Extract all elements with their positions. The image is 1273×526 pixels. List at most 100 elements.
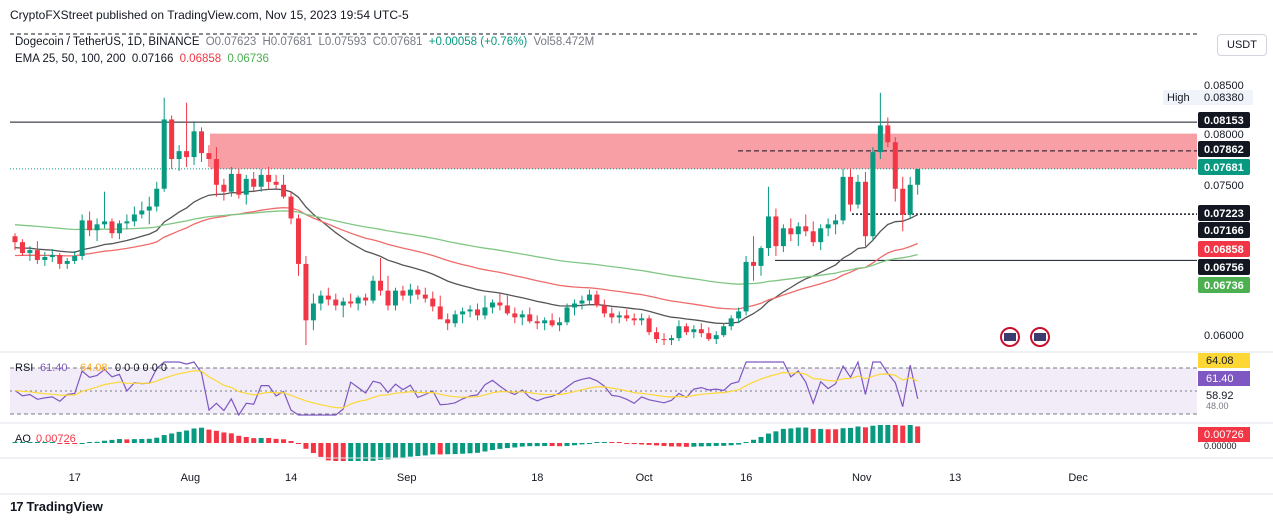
candle-body[interactable] xyxy=(154,188,160,207)
candle-body[interactable] xyxy=(94,224,100,231)
candle-body[interactable] xyxy=(736,311,742,319)
candle-body[interactable] xyxy=(228,173,234,192)
candle-body[interactable] xyxy=(557,322,563,326)
candle-body[interactable] xyxy=(564,307,570,323)
candle-body[interactable] xyxy=(206,153,212,160)
candle-body[interactable] xyxy=(654,332,660,340)
candle-body[interactable] xyxy=(79,220,85,257)
candle-body[interactable] xyxy=(721,326,727,336)
candle-body[interactable] xyxy=(333,299,339,306)
candle-body[interactable] xyxy=(34,250,40,260)
candle-body[interactable] xyxy=(266,174,272,182)
candle-body[interactable] xyxy=(743,261,749,312)
candle-body[interactable] xyxy=(848,176,854,205)
candle-body[interactable] xyxy=(616,315,622,318)
candle-body[interactable] xyxy=(27,250,33,254)
candle-body[interactable] xyxy=(131,214,137,222)
candle-body[interactable] xyxy=(549,320,555,326)
candle-body[interactable] xyxy=(318,295,324,304)
candle-body[interactable] xyxy=(422,294,428,299)
candle-body[interactable] xyxy=(676,326,682,339)
candle-body[interactable] xyxy=(325,295,331,300)
candle-body[interactable] xyxy=(109,221,115,234)
candle-body[interactable] xyxy=(19,242,25,254)
candle-body[interactable] xyxy=(527,314,533,322)
candle-body[interactable] xyxy=(840,176,846,221)
candle-body[interactable] xyxy=(221,184,227,192)
candle-body[interactable] xyxy=(579,300,585,304)
candle-body[interactable] xyxy=(146,206,152,211)
candle-body[interactable] xyxy=(698,329,704,334)
candle-body[interactable] xyxy=(609,313,615,318)
candle-body[interactable] xyxy=(646,318,652,333)
candle-body[interactable] xyxy=(288,196,294,219)
candle-body[interactable] xyxy=(385,290,391,306)
candle-body[interactable] xyxy=(87,220,93,231)
candle-body[interactable] xyxy=(392,290,398,306)
candle-body[interactable] xyxy=(258,174,264,187)
candle-body[interactable] xyxy=(169,119,175,160)
candle-body[interactable] xyxy=(407,289,413,296)
candle-body[interactable] xyxy=(512,313,518,318)
candle-body[interactable] xyxy=(57,255,63,264)
candle-body[interactable] xyxy=(355,297,361,304)
candle-body[interactable] xyxy=(452,314,458,324)
candle-body[interactable] xyxy=(758,248,764,266)
candle-body[interactable] xyxy=(668,338,674,341)
candle-body[interactable] xyxy=(460,311,466,315)
candle-body[interactable] xyxy=(199,131,204,154)
candle-body[interactable] xyxy=(810,231,816,243)
candle-body[interactable] xyxy=(467,309,473,312)
candle-body[interactable] xyxy=(400,290,406,296)
candle-body[interactable] xyxy=(542,320,548,324)
ema-label[interactable]: EMA 25, 50, 100, 200 xyxy=(15,53,126,65)
candle-body[interactable] xyxy=(713,335,719,340)
candle-body[interactable] xyxy=(273,181,279,185)
currency-button[interactable]: USDT xyxy=(1217,34,1267,56)
candle-body[interactable] xyxy=(116,223,122,234)
candle-body[interactable] xyxy=(601,305,607,314)
candle-body[interactable] xyxy=(855,181,861,205)
candle-body[interactable] xyxy=(49,255,55,257)
candle-body[interactable] xyxy=(42,256,48,260)
candle-body[interactable] xyxy=(631,318,637,321)
candle-body[interactable] xyxy=(795,226,801,235)
candle-body[interactable] xyxy=(691,329,697,333)
candle-body[interactable] xyxy=(281,184,287,197)
candle-body[interactable] xyxy=(594,294,600,306)
candle-body[interactable] xyxy=(751,261,757,266)
candle-body[interactable] xyxy=(430,298,436,307)
candle-body[interactable] xyxy=(885,125,891,143)
candle-body[interactable] xyxy=(415,289,421,295)
candle-body[interactable] xyxy=(303,263,309,321)
candle-body[interactable] xyxy=(765,216,771,249)
candle-body[interactable] xyxy=(64,260,70,264)
candle-body[interactable] xyxy=(534,321,540,324)
candle-body[interactable] xyxy=(780,228,786,247)
candle-body[interactable] xyxy=(489,302,495,308)
candle-body[interactable] xyxy=(661,339,667,341)
candle-body[interactable] xyxy=(213,159,219,185)
candle-body[interactable] xyxy=(572,303,577,308)
candle-body[interactable] xyxy=(586,294,592,301)
candle-body[interactable] xyxy=(639,318,645,321)
candle-body[interactable] xyxy=(833,220,839,225)
candle-body[interactable] xyxy=(161,119,167,189)
candle-body[interactable] xyxy=(862,181,868,237)
candle-body[interactable] xyxy=(102,221,108,225)
candle-body[interactable] xyxy=(72,256,78,261)
candle-body[interactable] xyxy=(915,168,921,185)
candle-body[interactable] xyxy=(378,280,384,291)
candle-body[interactable] xyxy=(191,131,197,158)
candle-body[interactable] xyxy=(900,188,906,215)
candle-body[interactable] xyxy=(124,221,130,224)
candle-body[interactable] xyxy=(683,326,689,333)
candle-body[interactable] xyxy=(184,151,190,158)
candle-body[interactable] xyxy=(818,228,824,243)
candle-body[interactable] xyxy=(773,216,779,247)
symbol-name[interactable]: Dogecoin / TetherUS, 1D, BINANCE xyxy=(15,36,200,48)
candle-body[interactable] xyxy=(825,224,831,229)
candle-body[interactable] xyxy=(728,318,734,327)
candle-body[interactable] xyxy=(370,280,376,301)
